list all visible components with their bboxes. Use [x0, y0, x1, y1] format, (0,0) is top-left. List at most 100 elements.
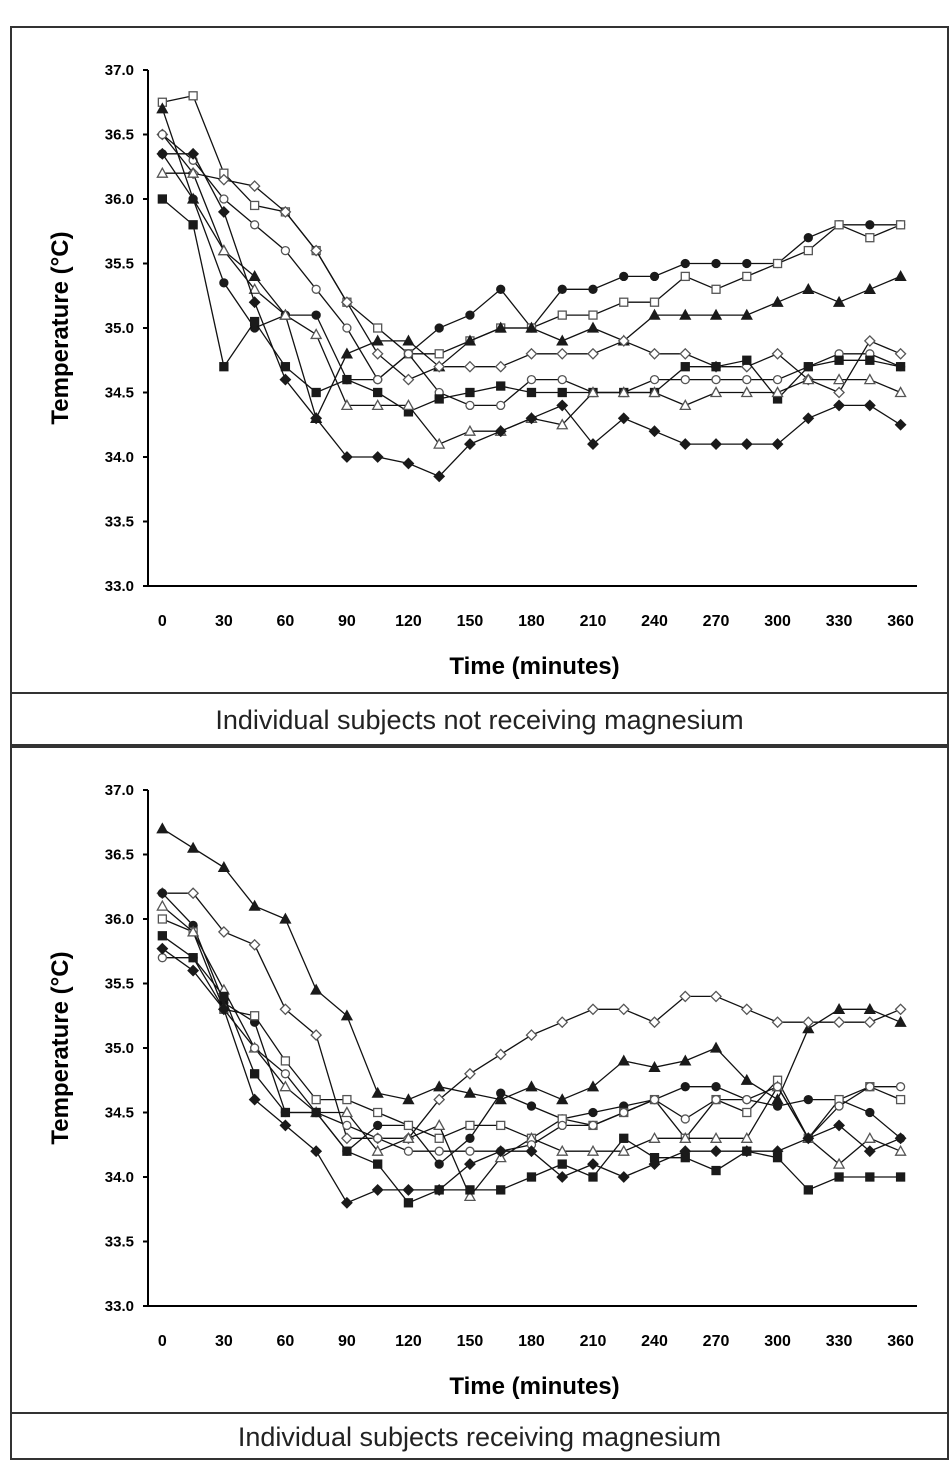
top-series-3-point: [463, 334, 477, 346]
top-series-6: [157, 194, 906, 417]
top-series-7-point: [433, 437, 446, 449]
bottom-series-5-point: [832, 1157, 846, 1169]
bottom-series-5-point: [279, 1080, 292, 1092]
bottom-series-3-point: [526, 1101, 537, 1111]
bottom-series-2-point: [740, 1003, 753, 1016]
top-series-5-point: [219, 194, 229, 204]
bottom-series-3-point: [588, 1107, 598, 1118]
top-series-8-point: [863, 399, 876, 412]
bottom-series-1-point: [371, 1086, 384, 1098]
bottom-series-8-point: [433, 1183, 446, 1196]
top-series-3-point: [494, 321, 507, 333]
top-series-2-point: [373, 323, 383, 333]
bottom-series-6-line: [162, 957, 901, 1152]
bottom-series-6-point: [588, 1120, 598, 1131]
bottom-series-7-point: [157, 931, 168, 941]
top-series-2-point: [434, 349, 444, 359]
top-x-tick-label: 180: [518, 613, 545, 630]
bottom-y-tick-label: 34.5: [105, 1105, 134, 1122]
bottom-series-4-point: [742, 1107, 752, 1118]
top-series-2-line: [162, 95, 901, 355]
bottom-series-1-line: [162, 828, 901, 1101]
bottom-y-tick-label: 37.0: [105, 782, 134, 799]
top-x-tick-label: 300: [764, 613, 791, 630]
top-series-6-point: [742, 355, 752, 365]
top-x-tick-label: 330: [826, 613, 853, 630]
bottom-series-2-point: [464, 1067, 476, 1080]
top-series-2-point: [619, 297, 629, 307]
top-series-2-point: [649, 297, 660, 307]
bottom-series-6-point: [649, 1094, 660, 1105]
bottom-series-8-point: [863, 1145, 876, 1158]
top-series-3-point: [802, 282, 815, 294]
bottom-series-8-point: [156, 942, 169, 955]
bottom-series-7-point: [895, 1172, 906, 1182]
top-series-5-point: [249, 220, 260, 230]
bottom-series-3-point: [373, 1120, 383, 1131]
top-series-6-point: [803, 362, 813, 372]
bottom-x-tick-label: 60: [276, 1333, 294, 1350]
bottom-x-tick-label: 360: [887, 1333, 914, 1350]
top-series-8-point: [740, 438, 753, 451]
top-series-1-point: [865, 220, 875, 230]
bottom-series-1-point: [556, 1093, 569, 1105]
bottom-series-1-point: [310, 983, 323, 995]
bottom-chart: 33.0 33.5 34.0 34.5 35.0 35.5 36.0 36.5 37.0 0 30 6…: [47, 782, 917, 1400]
bottom-series-7-point: [557, 1159, 567, 1169]
bottom-series-6-point: [249, 1043, 260, 1053]
bottom-series-8-point: [587, 1158, 599, 1171]
top-series-7-point: [894, 386, 907, 398]
bottom-series-6-point: [895, 1082, 906, 1092]
bottom-series-1-point: [648, 1061, 661, 1073]
top-series-5-point: [680, 374, 690, 385]
bottom-x-tick-label: 270: [703, 1333, 730, 1350]
top-x-tick-label: 120: [395, 613, 422, 630]
bottom-series-4-point: [403, 1120, 414, 1131]
bottom-series-2-point: [894, 1003, 907, 1016]
top-series-2-point: [865, 233, 875, 243]
bottom-series-1-point: [248, 899, 261, 911]
bottom-series-1-point: [187, 841, 200, 853]
bottom-series-6-point: [680, 1114, 690, 1124]
bottom-series-7-point: [526, 1172, 537, 1182]
top-series-1-point: [619, 271, 629, 282]
top-series-4-point: [587, 347, 599, 360]
bottom-series-8-point: [710, 1145, 722, 1158]
bottom-x-tick-label: 210: [580, 1333, 607, 1350]
bottom-series-4-point: [157, 914, 168, 924]
bottom-series-1-point: [863, 1002, 876, 1014]
bottom-series-6-point: [834, 1101, 844, 1111]
bottom-series-7-point: [588, 1172, 598, 1182]
top-series-8-point: [525, 412, 538, 425]
top-series-3-point: [740, 308, 753, 320]
bottom-series-2-point: [340, 1132, 353, 1145]
top-series-3-point: [556, 334, 569, 346]
top-series-4-point: [433, 360, 446, 373]
bottom-series-2: [156, 887, 907, 1145]
bottom-series-4-point: [895, 1094, 906, 1105]
top-series-6-point: [157, 194, 168, 204]
top-series-5-point: [742, 374, 752, 385]
top-series-6-point: [249, 316, 260, 327]
bottom-series-1-point: [740, 1073, 753, 1085]
top-series-7-point: [863, 373, 876, 385]
top-series-7-point: [648, 386, 661, 398]
bottom-series-8-point: [248, 1093, 261, 1106]
top-series-2-point: [588, 310, 598, 320]
top-series-1-point: [680, 258, 690, 269]
top-series-4-point: [279, 205, 292, 218]
top-series-7-point: [679, 399, 692, 411]
top-series-3-point: [586, 321, 600, 333]
top-x-tick-label: 60: [276, 613, 294, 630]
bottom-series-3-line: [161, 892, 902, 1166]
bottom-y-tick-label: 36.5: [105, 847, 134, 864]
top-series-7-point: [217, 244, 230, 256]
bottom-series-7-point: [342, 1146, 352, 1156]
bottom-series-5-point: [340, 1106, 354, 1118]
bottom-series-7-point: [373, 1159, 383, 1169]
bottom-series-5-point: [371, 1144, 384, 1156]
bottom-series-3-point: [157, 888, 168, 898]
top-series-4-point: [863, 334, 876, 347]
top-y-tick-label: 33.5: [105, 514, 134, 531]
top-series-5-point: [465, 400, 475, 411]
